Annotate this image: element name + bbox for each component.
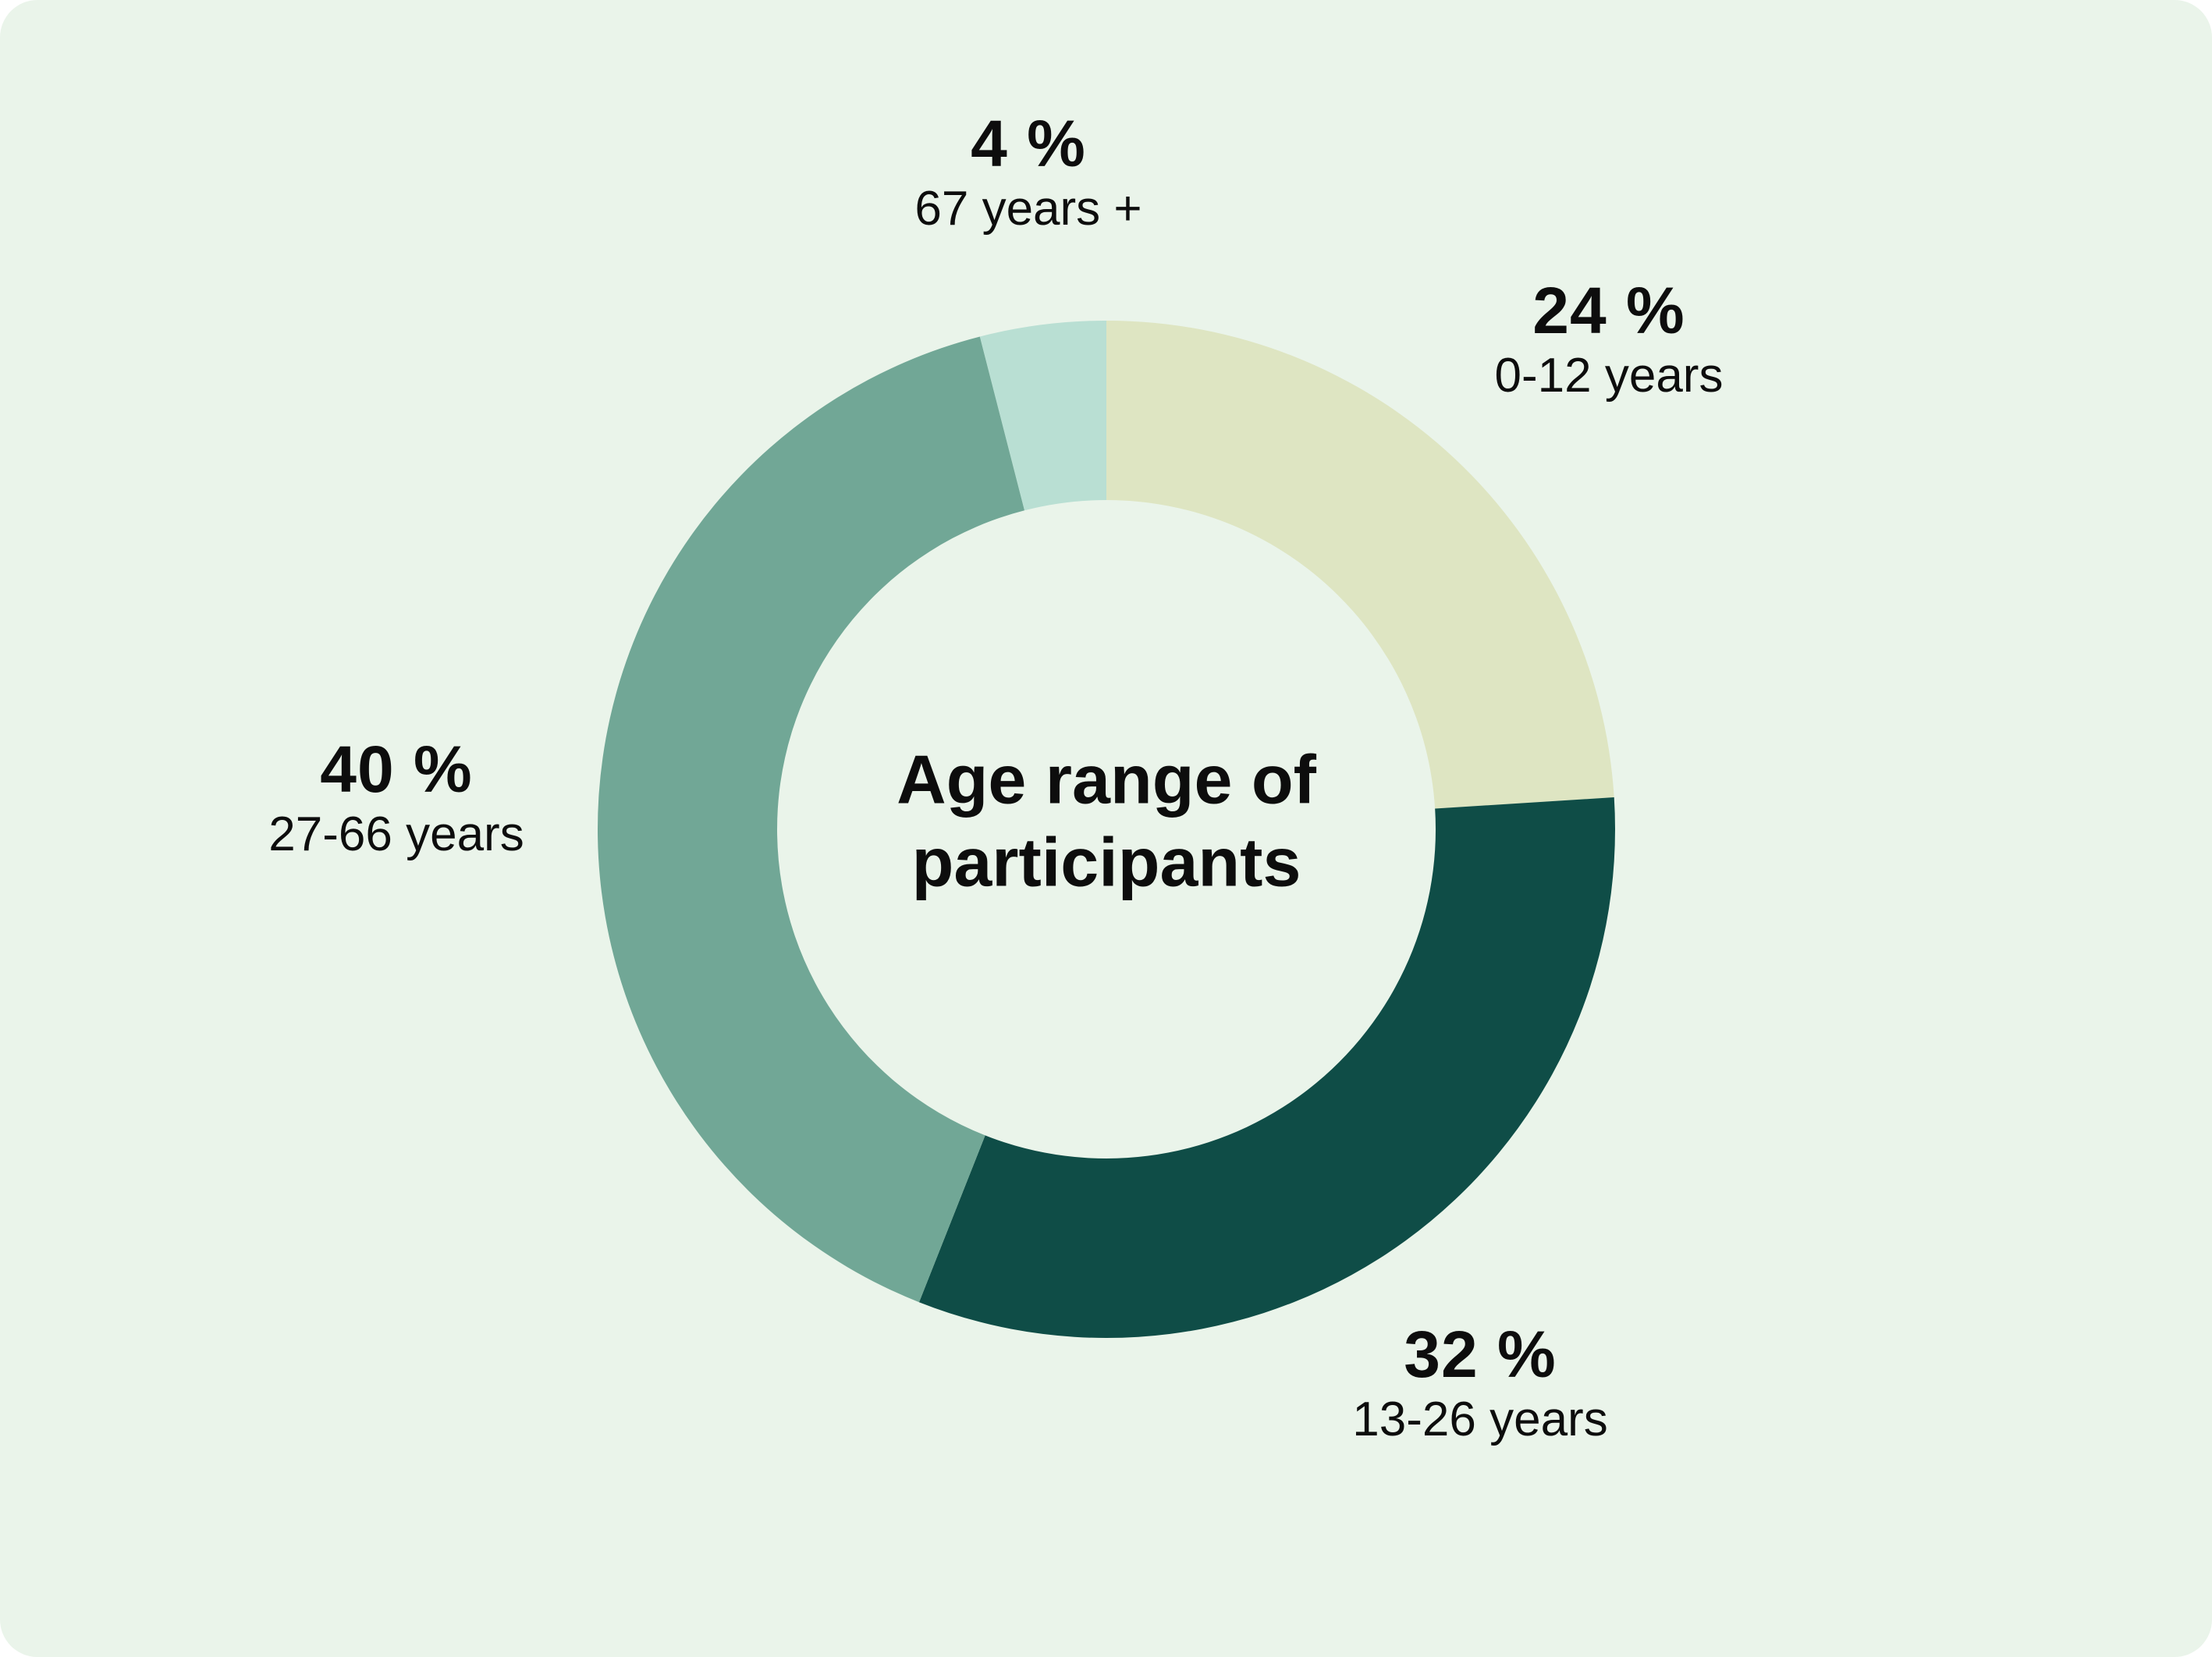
slice-label-67-plus: 4 % 67 years + [914,108,1142,236]
donut-slice-27-66 [598,336,1025,1303]
slice-range-27-66: 27-66 years [268,807,524,862]
slice-value-13-26: 32 % [1404,1318,1557,1391]
slice-range-13-26: 13-26 years [1352,1393,1608,1447]
slice-value-0-12: 24 % [1532,274,1685,347]
donut-slice-0-12 [1106,321,1614,809]
donut-slice-67-plus [979,321,1106,511]
slice-value-67-plus: 4 % [971,107,1086,180]
slice-range-0-12: 0-12 years [1494,349,1724,403]
chart-title: Age range of participants [897,740,1316,900]
slice-label-27-66: 40 % 27-66 years [268,733,524,862]
slice-range-67-plus: 67 years + [914,182,1142,236]
slice-label-0-12: 24 % 0-12 years [1495,275,1724,403]
donut-slice-13-26 [918,797,1615,1338]
slice-value-27-66: 40 % [320,733,473,806]
slice-label-13-26: 32 % 13-26 years [1352,1318,1607,1447]
